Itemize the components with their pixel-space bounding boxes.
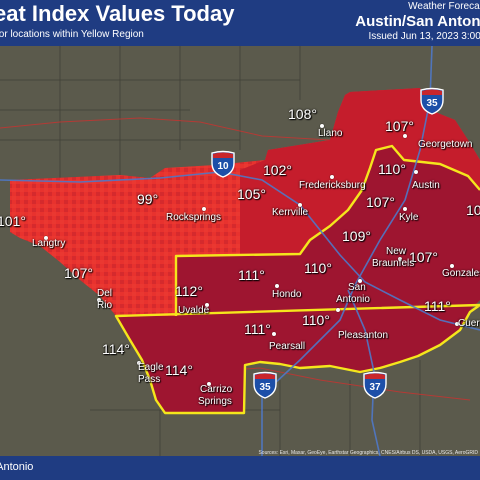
city-label-cuero: Cuer <box>458 318 480 329</box>
interstate-shield-label: 35 <box>426 98 438 109</box>
city-dot <box>450 264 454 268</box>
city-label-kyle: Kyle <box>399 212 419 223</box>
city-dot <box>320 124 324 128</box>
interstate-shield-label: 10 <box>217 161 229 172</box>
value-label: 112° <box>175 283 203 299</box>
city-label-rio: Rio <box>97 300 113 311</box>
value-label: 101° <box>0 213 26 229</box>
city-label-uvalde: Uvalde <box>178 305 210 316</box>
city-dot <box>205 303 209 307</box>
city-dot <box>207 382 211 386</box>
city-dot <box>358 279 362 283</box>
highway-shields: 35 10 35 37 <box>211 87 444 399</box>
value-label: 110° <box>302 312 330 328</box>
city-label-georgetown: Georgetown <box>418 139 473 150</box>
value-label: 114° <box>165 362 193 378</box>
city-dot <box>298 203 302 207</box>
city-label-del: Del <box>97 288 113 299</box>
city-dot <box>336 308 340 312</box>
value-label: 107° <box>409 249 438 265</box>
interstate-shield-icon: 35 <box>420 87 444 115</box>
header-bar: eat Index Values Today for locations wit… <box>0 0 480 46</box>
value-label: 114° <box>102 341 130 357</box>
value-label: 110° <box>378 161 406 177</box>
value-label: 99° <box>137 191 159 207</box>
interstate-shield-icon: 10 <box>211 150 235 178</box>
city-label-antonio: Antonio <box>336 294 370 305</box>
interstate-shield-label: 35 <box>259 382 271 393</box>
city-dot <box>272 332 276 336</box>
value-label: 10 <box>466 202 480 218</box>
value-label: 111° <box>244 321 271 337</box>
city-label-kerrville: Kerrville <box>272 207 309 218</box>
city-label-austin: Austin <box>412 180 440 191</box>
city-label-llano: Llano <box>318 128 343 139</box>
city-label-rocksprings: Rocksprings <box>166 212 222 223</box>
city-dot <box>403 207 407 211</box>
city-dot <box>44 236 48 240</box>
city-label-gonzales: Gonzales <box>442 268 480 279</box>
city-dot <box>398 257 402 261</box>
map-attribution: Sources: Esri, Maxar, GeoEye, Earthstar … <box>258 450 478 456</box>
value-label: 110° <box>304 260 332 276</box>
city-dot <box>97 298 101 302</box>
city-label-springs: Springs <box>198 396 232 407</box>
office-name: Austin/San Antonio, <box>355 13 480 30</box>
issued-time: Issued Jun 13, 2023 3:00 AM <box>368 31 480 42</box>
value-label: 105° <box>237 186 266 202</box>
value-label: 107° <box>366 194 395 210</box>
city-label-fredericksburg: Fredericksburg <box>299 180 366 191</box>
interstate-shield-label: 37 <box>369 382 381 393</box>
city-label-pass: Pass <box>138 374 161 385</box>
map-subtitle: for locations within Yellow Region <box>0 29 144 40</box>
city-dot <box>455 322 459 326</box>
office-info: Weather Forecast O Austin/San Antonio, I… <box>355 1 480 43</box>
city-label-braunfels: Braunfels <box>372 258 415 269</box>
city-dot <box>414 170 418 174</box>
city-label-langtry: Langtry <box>32 238 66 249</box>
city-dot <box>403 134 407 138</box>
map-title: eat Index Values Today <box>0 1 235 26</box>
city-label-san: San <box>348 282 366 293</box>
yellow-region-outline <box>114 144 480 415</box>
value-label: 107° <box>64 265 93 281</box>
city-dot <box>275 284 279 288</box>
city-label-eagle: Eagle <box>138 362 164 373</box>
value-label: 108° <box>288 106 317 122</box>
value-label: 107° <box>385 118 414 134</box>
value-label: 109° <box>342 228 371 244</box>
city-dot <box>330 175 334 179</box>
heat-region-inner <box>116 146 480 413</box>
office-line1: Weather Forecast O <box>408 1 480 12</box>
city-label-pleasanton: Pleasanton <box>338 330 389 341</box>
city-label-carrizo: Carrizo <box>200 384 233 395</box>
city-dot <box>137 361 141 365</box>
interstate-shield-icon: 37 <box>363 371 387 399</box>
interstate-shield-icon: 35 <box>253 371 277 399</box>
value-label: 111° <box>238 267 265 283</box>
value-label: 111° <box>424 298 451 314</box>
city-label-new: New <box>386 246 407 257</box>
city-label-pearsall: Pearsall <box>269 341 306 352</box>
value-label: 102° <box>263 162 292 178</box>
city-dot <box>202 207 206 211</box>
city-label-hondo: Hondo <box>272 289 302 300</box>
